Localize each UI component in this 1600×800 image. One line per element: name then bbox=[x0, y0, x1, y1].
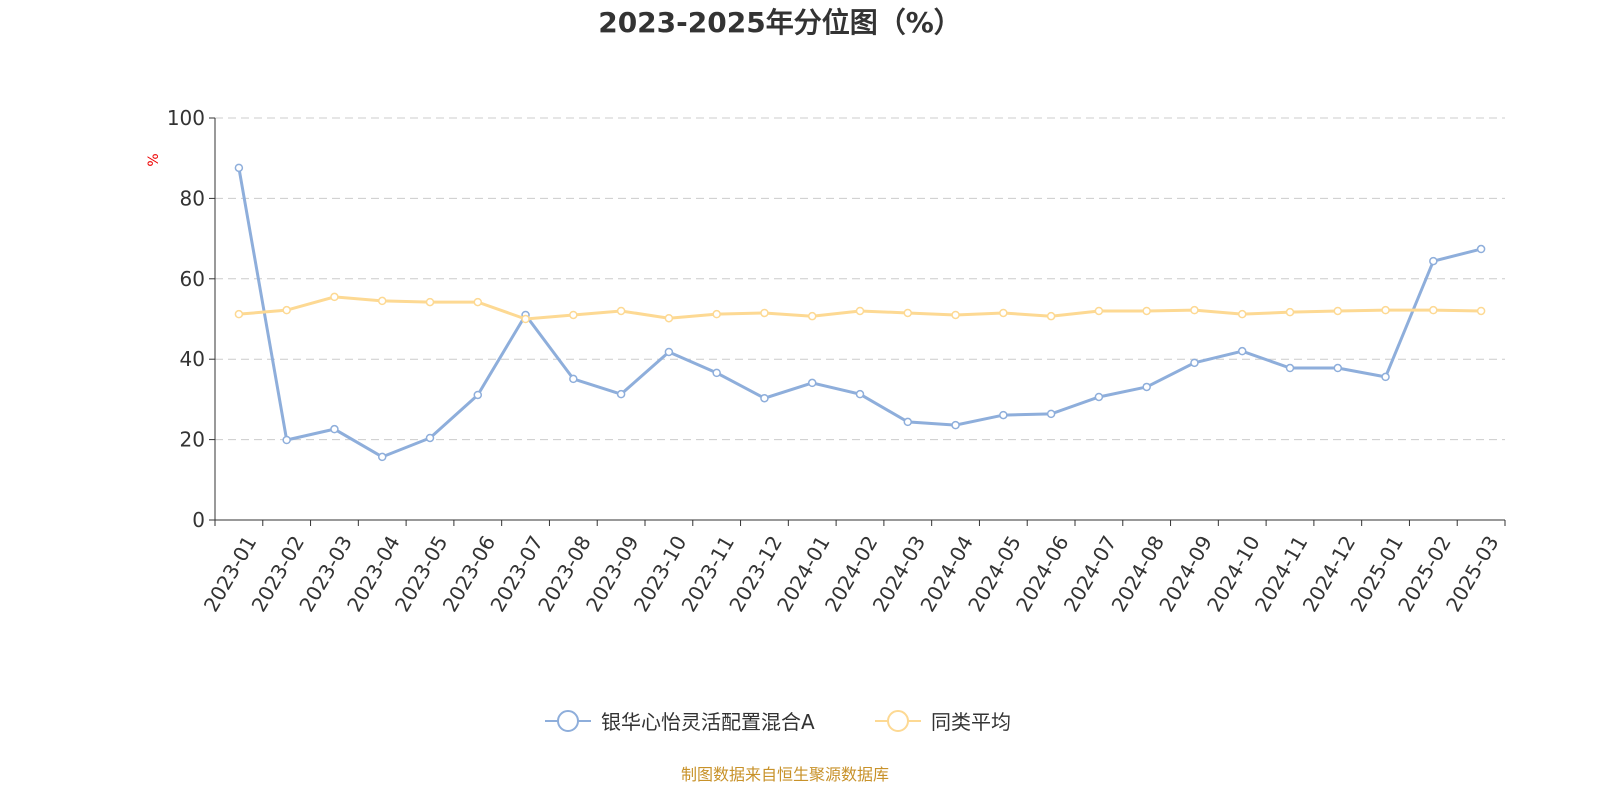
data-point bbox=[855, 306, 865, 316]
data-point bbox=[234, 309, 244, 319]
data-point bbox=[1190, 305, 1199, 315]
data-point bbox=[999, 410, 1008, 420]
source-note: 制图数据来自恒生聚源数据库 bbox=[681, 765, 889, 784]
data-point bbox=[807, 378, 817, 388]
data-point bbox=[664, 347, 674, 357]
data-point bbox=[951, 310, 960, 320]
data-point bbox=[807, 311, 817, 321]
data-point bbox=[569, 374, 578, 384]
legend-item[interactable]: 银华心怡灵活配置混合A bbox=[545, 710, 815, 734]
data-point bbox=[1429, 305, 1438, 315]
data-point bbox=[1476, 306, 1486, 316]
legend-label: 银华心怡灵活配置混合A bbox=[601, 710, 815, 734]
data-point bbox=[1237, 309, 1247, 319]
data-point bbox=[1046, 409, 1056, 419]
data-point bbox=[855, 389, 865, 399]
data-point bbox=[1094, 306, 1104, 316]
data-point bbox=[903, 417, 913, 427]
data-point bbox=[425, 297, 435, 307]
data-point bbox=[1285, 307, 1295, 317]
legend-label: 同类平均 bbox=[931, 710, 1011, 734]
data-point bbox=[760, 308, 769, 318]
legend-marker bbox=[887, 710, 909, 732]
data-point bbox=[1333, 363, 1343, 373]
y-tick-label: 60 bbox=[180, 267, 205, 291]
data-point bbox=[569, 310, 578, 320]
data-point bbox=[377, 452, 387, 462]
data-point bbox=[1237, 346, 1247, 356]
data-point bbox=[712, 309, 721, 319]
data-point bbox=[1190, 358, 1199, 368]
data-point bbox=[1381, 305, 1390, 315]
y-tick-label: 0 bbox=[192, 508, 205, 532]
data-point bbox=[377, 296, 387, 306]
data-point bbox=[1142, 306, 1151, 316]
data-point bbox=[234, 163, 244, 173]
data-point bbox=[951, 420, 960, 430]
legend-item[interactable]: 同类平均 bbox=[875, 710, 1011, 734]
y-tick-label: 20 bbox=[180, 428, 205, 452]
data-point bbox=[1476, 244, 1486, 254]
data-point bbox=[282, 305, 291, 315]
data-point bbox=[330, 424, 339, 434]
data-point bbox=[473, 390, 483, 400]
chart-title: 2023-2025年分位图（%） bbox=[598, 6, 962, 39]
data-point bbox=[1381, 372, 1390, 382]
legend-marker bbox=[557, 710, 579, 732]
data-point bbox=[616, 306, 626, 316]
data-point bbox=[425, 433, 435, 443]
data-point bbox=[1094, 392, 1104, 402]
data-point bbox=[1333, 306, 1343, 316]
y-axis-label: % bbox=[146, 153, 162, 166]
data-point bbox=[616, 389, 626, 399]
data-point bbox=[1285, 363, 1295, 373]
y-tick-label: 80 bbox=[180, 186, 205, 210]
data-point bbox=[1142, 382, 1151, 392]
data-point bbox=[903, 308, 913, 318]
data-point bbox=[330, 292, 339, 302]
data-point bbox=[712, 368, 721, 378]
data-point bbox=[1046, 311, 1056, 321]
y-tick-label: 40 bbox=[180, 347, 205, 371]
data-point bbox=[473, 297, 483, 307]
data-point bbox=[760, 393, 769, 403]
data-point bbox=[1429, 256, 1438, 266]
data-point bbox=[999, 308, 1008, 318]
data-point bbox=[664, 313, 674, 323]
y-tick-label: 100 bbox=[167, 106, 205, 130]
data-point bbox=[521, 314, 530, 324]
data-point bbox=[282, 435, 291, 445]
